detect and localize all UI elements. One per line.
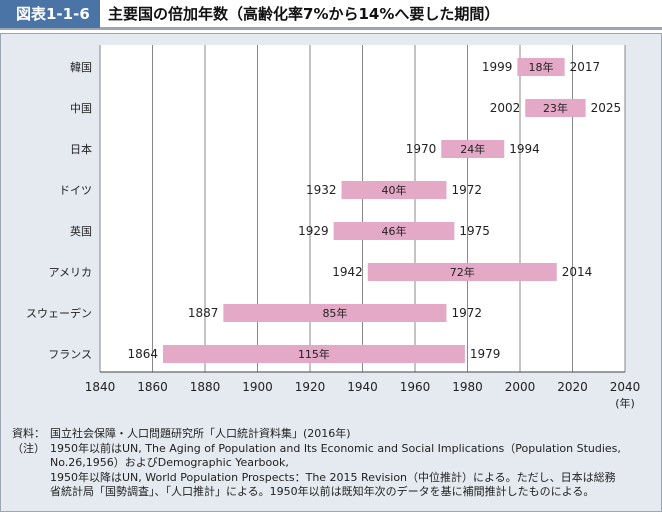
x-tick-label: 1860 <box>137 380 168 394</box>
x-tick-label: 1980 <box>452 380 483 394</box>
x-tick-label: 1960 <box>400 380 431 394</box>
duration-label: 40年 <box>382 183 407 197</box>
note-line: 1950年以降はUN, World Population Prospects：T… <box>50 470 616 484</box>
category-label: 中国 <box>70 102 92 115</box>
end-year-label: 1994 <box>509 142 540 156</box>
category-label: 韓国 <box>70 61 92 74</box>
x-tick-label: 1920 <box>295 380 326 394</box>
figure-header: 図表1-1-6 主要国の倍加年数（高齢化率7%から14%へ要した期間） <box>0 0 662 30</box>
category-label: アメリカ <box>49 266 92 279</box>
x-tick-label: 2020 <box>557 380 588 394</box>
duration-label: 72年 <box>450 265 475 279</box>
start-year-label: 1864 <box>127 347 158 361</box>
range-bar <box>223 304 447 322</box>
duration-label: 115年 <box>298 347 330 361</box>
duration-label: 85年 <box>322 306 347 320</box>
category-label: ドイツ <box>59 184 92 197</box>
end-year-label: 1972 <box>452 183 483 197</box>
note-line: 省統計局「国勢調査」、「人口推計」による。1950年以前は既知年次のデータを基に… <box>50 485 595 498</box>
notes: 資料： 国立社会保障・人口問題研究所「人口統計資料集」(2016年) （注） 19… <box>12 427 621 500</box>
note-line: 1950年以前はUN, The Aging of Population and … <box>50 441 621 455</box>
start-year-label: 1887 <box>188 306 219 320</box>
x-tick-label: 1880 <box>190 380 221 394</box>
source-label: 資料： <box>12 427 45 440</box>
x-tick-label: 1900 <box>242 380 273 394</box>
end-year-label: 1979 <box>470 347 501 361</box>
x-tick-label: 1840 <box>85 380 116 394</box>
start-year-label: 1929 <box>298 224 329 238</box>
duration-label: 46年 <box>382 224 407 238</box>
x-tick-label: 2000 <box>505 380 536 394</box>
category-label: 日本 <box>70 142 92 156</box>
end-year-label: 2017 <box>570 60 601 74</box>
start-year-label: 1932 <box>306 183 337 197</box>
start-year-label: 1999 <box>482 60 513 74</box>
category-label: スウェーデン <box>26 306 92 320</box>
note-label: （注） <box>12 441 45 455</box>
start-year-label: 2002 <box>490 101 521 115</box>
range-bar <box>441 140 505 158</box>
x-axis-label: (年) <box>615 396 635 410</box>
x-tick-label: 2040 <box>610 380 641 394</box>
range-bar <box>341 181 447 199</box>
range-bar <box>163 345 465 363</box>
duration-label: 18年 <box>529 60 554 74</box>
range-bar <box>367 263 557 281</box>
duration-label: 24年 <box>460 142 485 156</box>
range-bar <box>333 222 455 240</box>
end-year-label: 2014 <box>562 265 593 279</box>
range-bar <box>517 58 565 76</box>
figure-number: 図表1-1-6 <box>0 0 100 28</box>
end-year-label: 1972 <box>452 306 483 320</box>
end-year-label: 1975 <box>459 224 490 238</box>
x-tick-label: 1940 <box>347 380 378 394</box>
end-year-label: 2025 <box>591 101 622 115</box>
figure-title: 主要国の倍加年数（高齢化率7%から14%へ要した期間） <box>108 5 500 23</box>
duration-label: 23年 <box>543 101 568 115</box>
note-line: No.26,1956）およびDemographic Yearbook, <box>50 456 289 469</box>
start-year-label: 1970 <box>406 142 437 156</box>
start-year-label: 1942 <box>332 265 363 279</box>
category-label: 英国 <box>70 224 92 238</box>
category-label: フランス <box>48 348 92 361</box>
source-text: 国立社会保障・人口問題研究所「人口統計資料集」(2016年) <box>50 427 351 440</box>
range-bar <box>525 99 586 117</box>
